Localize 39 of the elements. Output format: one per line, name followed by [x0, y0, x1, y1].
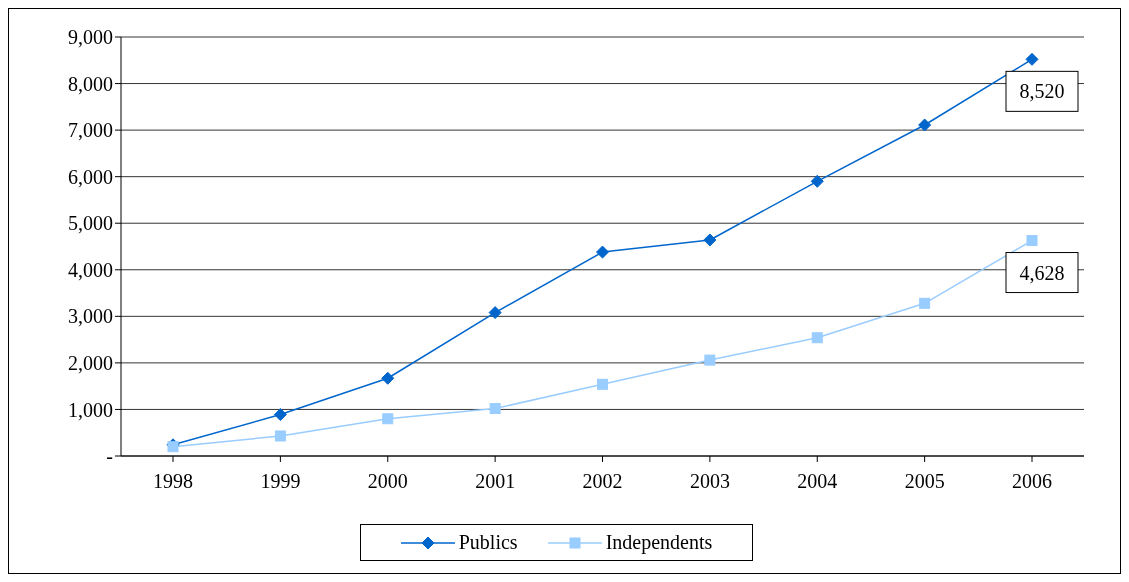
- y-tick-label: 6,000: [68, 165, 113, 188]
- point: [704, 354, 716, 366]
- x-tick-label: 2006: [1012, 470, 1052, 493]
- y-tick-label: -: [106, 445, 113, 468]
- point: [381, 371, 395, 385]
- point: [273, 408, 287, 422]
- y-tick-label: 9,000: [68, 26, 113, 49]
- y-tick-label: 4,000: [68, 258, 113, 281]
- point: [1026, 235, 1038, 247]
- y-tick-label: 2,000: [68, 351, 113, 374]
- point: [703, 233, 717, 247]
- x-tick-label: 2005: [904, 470, 945, 493]
- y-tick-label: 5,000: [68, 212, 113, 235]
- x-tick-label: 1999: [260, 470, 301, 493]
- point: [596, 245, 609, 259]
- point: [919, 297, 931, 309]
- point: [382, 413, 394, 425]
- y-tick-label: 8,000: [68, 72, 113, 95]
- point: [597, 378, 608, 390]
- point: [811, 332, 823, 344]
- x-tick-label: 2004: [797, 470, 838, 493]
- point: [489, 403, 501, 415]
- x-tick-label: 2000: [367, 470, 408, 493]
- point: [918, 118, 932, 132]
- y-tick-label: 3,000: [68, 305, 113, 328]
- data-label: 4,628: [1019, 261, 1065, 284]
- y-tick-label: 1,000: [68, 398, 113, 421]
- x-tick-label: 1998: [153, 470, 193, 493]
- x-tick-label: 2002: [582, 470, 623, 493]
- point: [274, 430, 286, 442]
- point: [488, 306, 502, 320]
- data-label: 8,520: [1019, 80, 1065, 103]
- x-tick-label: 2001: [475, 470, 516, 493]
- point: [810, 174, 824, 188]
- legend-label: Publics: [458, 531, 518, 554]
- legend-label: Independents: [605, 531, 713, 554]
- x-tick-label: 2003: [689, 470, 730, 493]
- y-tick-label: 7,000: [68, 119, 113, 142]
- point: [1025, 52, 1039, 66]
